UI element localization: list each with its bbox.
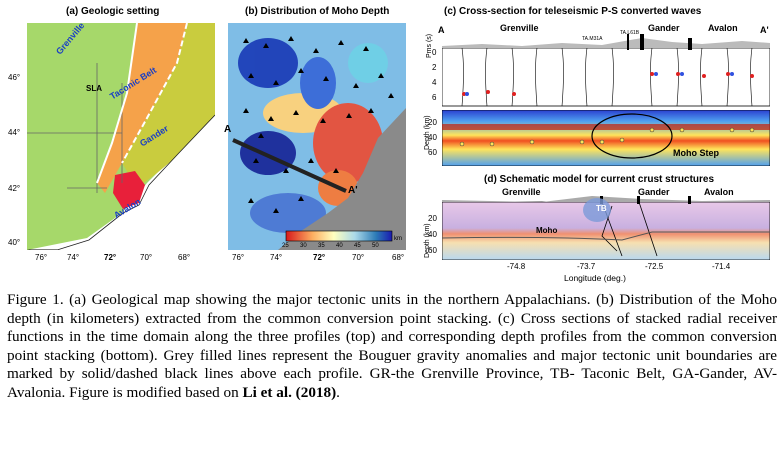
moho-depth-map xyxy=(228,23,406,250)
c-depth-tick-40: 40 xyxy=(428,133,437,142)
lon-tick-a-72: 72° xyxy=(104,253,117,262)
lon-tick-b-76: 76° xyxy=(232,253,245,262)
lon-tick-b-74: 74° xyxy=(270,253,283,262)
panel-d-title: (d) Schematic model for current crust st… xyxy=(484,174,715,185)
d-xlabel: Longitude (deg.) xyxy=(564,273,626,283)
lat-tick-44: 44° xyxy=(8,128,21,137)
avalon-region xyxy=(113,171,145,209)
station-triangles xyxy=(243,36,394,213)
ccp-depth-section xyxy=(442,110,770,166)
d-depth-tick-60: 60 xyxy=(428,246,437,255)
c-region-avalon: Avalon xyxy=(708,23,738,33)
figure-caption: Figure 1. (a) Geological map showing the… xyxy=(7,291,777,403)
lon-tick-a-74: 74° xyxy=(67,253,80,262)
cbar-tick-50: 50 xyxy=(372,243,379,249)
ocean xyxy=(57,115,215,250)
d-lon-tick-2: -73.7 xyxy=(577,262,596,271)
schematic-crust-model xyxy=(442,196,770,260)
caption-reference: Li et al. (2018) xyxy=(242,383,337,401)
panel-a-title: (a) Geologic setting xyxy=(66,6,160,17)
c-depth-tick-20: 20 xyxy=(428,118,437,127)
c-depth-tick-60: 60 xyxy=(428,148,437,157)
pms-tick-2: 2 xyxy=(432,63,437,72)
d-lon-tick-1: -74.8 xyxy=(507,262,526,271)
lon-tick-a-70: 70° xyxy=(140,253,153,262)
d-depth-tick-40: 40 xyxy=(428,230,437,239)
lat-tick-42: 42° xyxy=(8,184,21,193)
lon-tick-b-68: 68° xyxy=(392,253,405,262)
d-lon-tick-3: -72.5 xyxy=(645,262,664,271)
cbar-unit: km xyxy=(394,236,402,242)
c-end-right: A' xyxy=(760,25,769,35)
c-region-gander: Gander xyxy=(648,23,680,33)
d-region-gander: Gander xyxy=(638,187,670,197)
lon-tick-a-76: 76° xyxy=(35,253,48,262)
moho-step-label: Moho Step xyxy=(673,148,719,158)
panel-b-title: (b) Distribution of Moho Depth xyxy=(245,6,390,17)
lon-tick-a-68: 68° xyxy=(178,253,191,262)
station-label-1: TA.M31A xyxy=(582,36,603,42)
cbar-tick-30: 30 xyxy=(300,243,307,249)
c-region-grenville: Grenville xyxy=(500,23,539,33)
station-label-2: TA.L61B xyxy=(620,30,640,36)
pms-tick-6: 6 xyxy=(432,93,437,102)
d-lon-tick-4: -71.4 xyxy=(712,262,731,271)
caption-text: Figure 1. (a) Geological map showing the… xyxy=(7,291,777,401)
panel-c-title: (c) Cross-section for teleseismic P-S co… xyxy=(444,6,702,17)
cbar-tick-45: 45 xyxy=(354,243,361,249)
geologic-map xyxy=(27,23,215,250)
tb-label: TB xyxy=(596,204,607,213)
label-sla: SLA xyxy=(86,84,102,93)
lat-tick-46: 46° xyxy=(8,73,21,82)
d-region-avalon: Avalon xyxy=(704,187,734,197)
taconic-region xyxy=(97,23,187,193)
cbar-tick-25: 25 xyxy=(282,243,289,249)
lat-tick-40: 40° xyxy=(8,238,21,247)
caption-end: . xyxy=(336,383,340,401)
d-depth-tick-20: 20 xyxy=(428,214,437,223)
lon-tick-b-70: 70° xyxy=(352,253,365,262)
profile-start-label: A xyxy=(224,124,232,135)
profile-end-label: A' xyxy=(348,185,358,196)
moho-color-blobs xyxy=(238,38,388,233)
lon-tick-b-72: 72° xyxy=(313,253,326,262)
c-end-left: A xyxy=(438,25,445,35)
receiver-function-section xyxy=(442,34,770,107)
cbar-tick-40: 40 xyxy=(336,243,343,249)
d-region-grenville: Grenville xyxy=(502,187,541,197)
pms-tick-0: 0 xyxy=(432,48,437,57)
pms-tick-4: 4 xyxy=(432,78,437,87)
moho-label: Moho xyxy=(536,226,558,235)
gander-region xyxy=(122,23,215,188)
cbar-tick-35: 35 xyxy=(318,243,325,249)
